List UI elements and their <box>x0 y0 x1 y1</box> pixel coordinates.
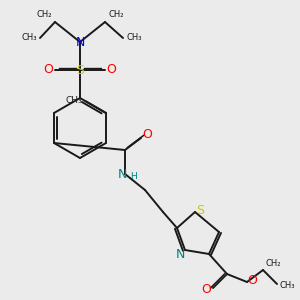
Text: CH₂: CH₂ <box>37 10 52 19</box>
Text: CH₂: CH₂ <box>266 259 281 268</box>
Text: N: N <box>75 35 85 49</box>
Text: O: O <box>106 62 116 76</box>
Text: CH₃: CH₃ <box>126 32 142 41</box>
Text: O: O <box>202 283 212 296</box>
Text: S: S <box>76 64 84 76</box>
Text: O: O <box>247 274 257 286</box>
Text: O: O <box>44 62 53 76</box>
Text: CH₃: CH₃ <box>22 32 37 41</box>
Text: S: S <box>196 203 205 217</box>
Text: O: O <box>142 128 152 141</box>
Text: CH₃: CH₃ <box>280 280 296 290</box>
Text: N: N <box>175 248 185 260</box>
Text: CH₃: CH₃ <box>66 96 82 105</box>
Text: CH₂: CH₂ <box>108 10 124 19</box>
Text: H: H <box>130 172 137 181</box>
Text: N: N <box>118 167 127 181</box>
